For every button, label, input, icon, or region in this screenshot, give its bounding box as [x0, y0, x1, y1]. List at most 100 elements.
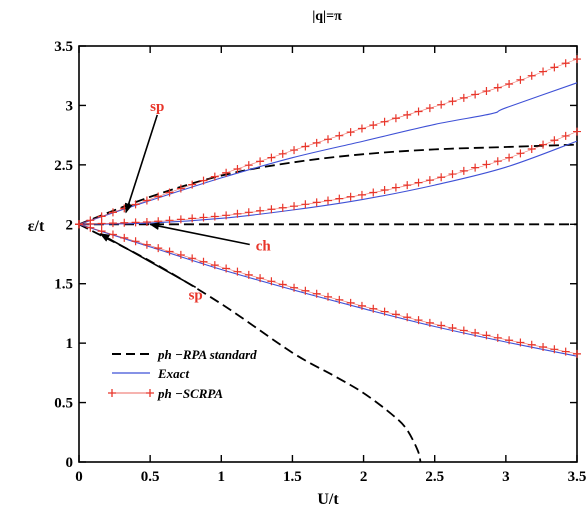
annotation-layer: sp ch sp [99, 99, 271, 303]
x-tick-label: 1.5 [283, 469, 302, 485]
rpa-series-line [78, 143, 578, 226]
scrpa-marker [120, 218, 129, 227]
legend-label-scrpa: ph −SCRPA [157, 386, 223, 401]
scrpa-marker [244, 161, 253, 170]
scrpa-marker [199, 176, 208, 185]
scrpa-marker [357, 301, 366, 310]
x-tick-label: 2.5 [425, 469, 444, 485]
scrpa-marker [471, 163, 480, 172]
scrpa-marker [278, 149, 287, 158]
scrpa-marker [97, 219, 106, 228]
scrpa-marker [210, 172, 219, 181]
scrpa-marker [527, 340, 536, 349]
scrpa-marker [142, 218, 151, 227]
exact-series-line [78, 82, 578, 225]
scrpa-marker [369, 121, 378, 130]
y-tick-label: 2.5 [54, 158, 73, 174]
scrpa-series-line [78, 131, 578, 225]
scrpa-marker [391, 183, 400, 192]
scrpa-marker [256, 206, 265, 215]
scrpa-marker [391, 114, 400, 123]
x-tick-label: 0 [75, 469, 83, 485]
scrpa-marker [278, 280, 287, 289]
scrpa-marker [539, 67, 548, 76]
scrpa-marker [131, 218, 140, 227]
scrpa-marker [165, 188, 174, 197]
scrpa-marker [256, 274, 265, 283]
scrpa-marker [244, 208, 253, 217]
scrpa-marker [573, 349, 581, 358]
scrpa-marker [222, 168, 231, 177]
scrpa-marker [267, 153, 276, 162]
legend-swatch-scrpa [108, 389, 154, 397]
scrpa-marker [188, 254, 197, 263]
y-tick-label: 0.5 [54, 396, 73, 412]
scrpa-marker [403, 313, 412, 322]
exact-series-line [78, 140, 578, 225]
scrpa-marker [154, 244, 163, 253]
scrpa-marker [448, 170, 457, 179]
scrpa-marker [142, 196, 151, 205]
exact-series-line [78, 223, 578, 357]
x-tick-label: 3 [502, 469, 510, 485]
scrpa-marker [448, 323, 457, 332]
scrpa-marker [335, 131, 344, 140]
y-tick-label: 1.5 [54, 277, 73, 293]
scrpa-marker [324, 196, 332, 205]
x-tick-label: 1 [218, 469, 226, 485]
scrpa-marker [301, 200, 310, 209]
scrpa-marker [75, 220, 83, 229]
scrpa-marker [210, 212, 219, 221]
tick-labels: 0 0.5 1 1.5 2 2.5 3 3.5 0 0.5 1 1.5 2 2.5 3 3.5 [54, 39, 586, 485]
scrpa-marker [108, 230, 117, 239]
scrpa-marker [482, 87, 491, 96]
scrpa-marker [573, 55, 581, 64]
annotation-arrow [149, 222, 250, 246]
scrpa-marker [222, 211, 231, 220]
x-tick-label: 2 [360, 469, 368, 485]
y-tick-label: 2 [66, 217, 74, 233]
annotation-arrow [124, 114, 159, 214]
scrpa-marker [425, 104, 434, 113]
scrpa-marker [561, 347, 570, 356]
scrpa-marker [380, 117, 389, 126]
scrpa-marker [346, 192, 355, 201]
scrpa-marker [550, 345, 559, 354]
scrpa-marker [188, 180, 197, 189]
scrpa-marker [414, 107, 423, 116]
scrpa-marker [199, 257, 208, 266]
scrpa-marker [471, 90, 480, 99]
scrpa-marker [357, 190, 366, 199]
scrpa-marker [493, 83, 502, 92]
legend: ph −RPA standard Exact ph −SCRPA [108, 347, 257, 401]
scrpa-marker [425, 176, 434, 185]
scrpa-series-line [78, 224, 578, 355]
scrpa-marker [324, 135, 332, 144]
scrpa-marker [346, 298, 355, 307]
scrpa-marker [222, 264, 231, 273]
scrpa-marker [459, 326, 468, 335]
scrpa-marker [505, 153, 514, 162]
legend-label-rpa: ph −RPA standard [157, 347, 257, 362]
plot-frame [78, 45, 578, 463]
scrpa-marker [108, 219, 117, 228]
scrpa-marker [527, 71, 536, 80]
scrpa-marker [414, 316, 423, 325]
scrpa-marker [437, 100, 446, 109]
series-layer [75, 55, 581, 463]
scrpa-marker [131, 237, 140, 246]
scrpa-marker [324, 292, 332, 301]
annotation-label: sp [189, 287, 203, 303]
scrpa-marker [312, 198, 321, 207]
scrpa-marker [267, 205, 276, 214]
scrpa-marker [86, 223, 95, 232]
scrpa-marker [278, 203, 287, 212]
scrpa-marker [505, 336, 514, 345]
scrpa-marker [346, 128, 355, 137]
scrpa-marker [471, 328, 480, 337]
scrpa-marker [403, 181, 412, 190]
scrpa-marker [210, 261, 219, 270]
scrpa-marker [493, 157, 502, 166]
scrpa-marker [301, 142, 310, 151]
